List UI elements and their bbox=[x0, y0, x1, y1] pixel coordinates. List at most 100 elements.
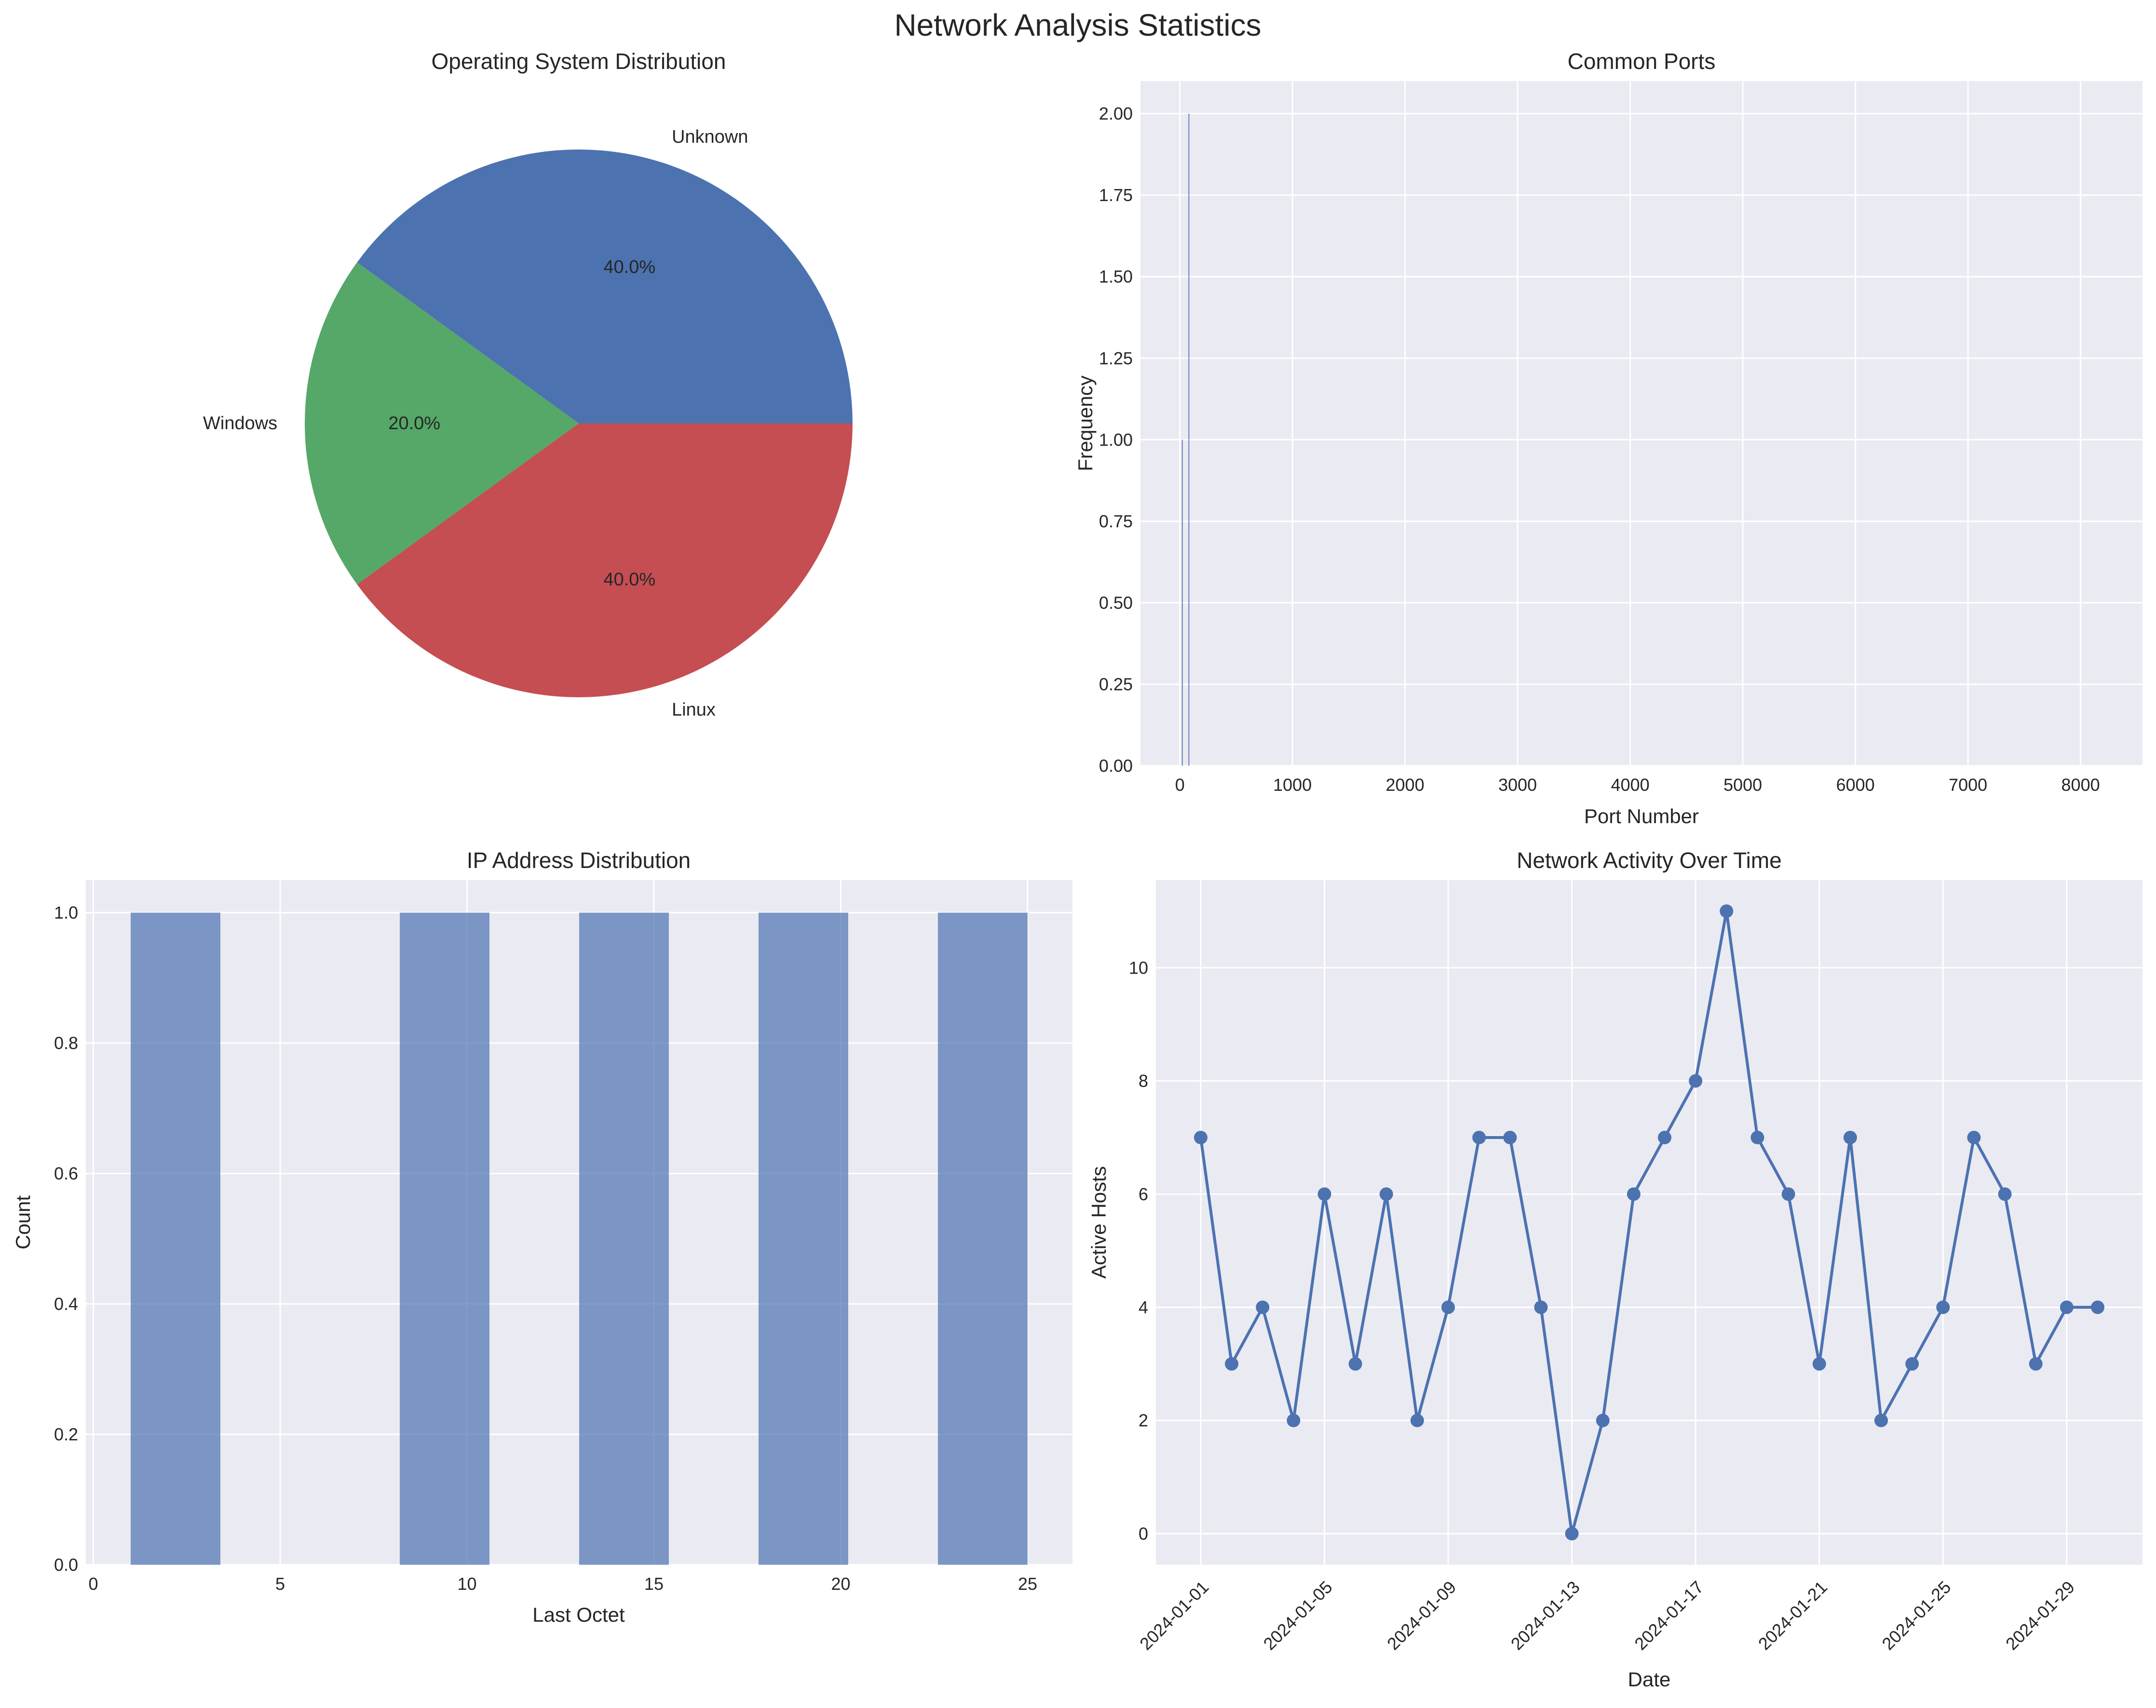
pie-label-linux: Linux bbox=[672, 700, 716, 720]
activity-line bbox=[1199, 909, 2098, 1535]
activity-point bbox=[1379, 1187, 1393, 1201]
activity-y-tick-label: 2 bbox=[1139, 1410, 1148, 1430]
activity-point bbox=[2060, 1301, 2074, 1315]
ip-bar bbox=[579, 912, 669, 1565]
ports-plot-background bbox=[1140, 81, 2142, 766]
activity-point bbox=[1565, 1527, 1579, 1541]
ip-x-tick-label: 10 bbox=[457, 1574, 476, 1594]
ports-y-tick-label: 0.50 bbox=[1099, 593, 1133, 612]
ip-x-tick-label: 5 bbox=[275, 1574, 285, 1594]
activity-point bbox=[2029, 1357, 2043, 1371]
ip-y-tick-label: 0.0 bbox=[54, 1555, 78, 1575]
pie-pct-unknown: 40.0% bbox=[603, 257, 655, 277]
pie-slice-unknown bbox=[357, 149, 853, 424]
ports-bars bbox=[1181, 113, 1190, 766]
activity-point bbox=[1287, 1413, 1301, 1427]
ip-distribution-chart: 0 5 10 15 20 25 0.0 0.2 0.4 0.6 0.8 1.0 IP Address… bbox=[12, 848, 1072, 1626]
activity-title: Network Activity Over Time bbox=[1517, 848, 1782, 873]
ip-y-axis-label: Count bbox=[12, 1195, 34, 1249]
ports-x-tick-label: 2000 bbox=[1386, 775, 1424, 795]
ip-y-tick-label: 0.6 bbox=[54, 1164, 78, 1183]
ip-y-tick-label: 0.2 bbox=[54, 1424, 78, 1444]
ip-x-tick-labels: 0 5 10 15 20 25 bbox=[88, 1574, 1037, 1594]
ports-x-tick-label: 3000 bbox=[1498, 775, 1537, 795]
activity-point bbox=[1874, 1413, 1888, 1427]
ports-x-tick-label: 5000 bbox=[1723, 775, 1762, 795]
ip-bar bbox=[759, 912, 848, 1565]
activity-point bbox=[1256, 1301, 1270, 1315]
activity-y-tick-label: 6 bbox=[1139, 1184, 1148, 1204]
common-ports-chart: 0 1000 2000 3000 4000 5000 6000 7000 8000 0.00 0.… bbox=[1074, 49, 2142, 827]
ip-title: IP Address Distribution bbox=[467, 848, 691, 873]
ports-x-tick-label: 6000 bbox=[1836, 775, 1875, 795]
ip-bar bbox=[938, 912, 1028, 1565]
ip-x-tick-label: 20 bbox=[831, 1574, 850, 1594]
ip-x-axis-label: Last Octet bbox=[532, 1603, 625, 1626]
activity-point bbox=[1781, 1187, 1795, 1201]
ip-bar bbox=[131, 912, 220, 1565]
network-activity-chart: 2024-01-01 2024-01-05 2024-01-09 2024-01-13… bbox=[1087, 848, 2142, 1691]
pie-slice-windows bbox=[304, 262, 579, 584]
ports-y-tick-label: 1.25 bbox=[1099, 348, 1133, 368]
pie-label-unknown: Unknown bbox=[672, 127, 748, 147]
ports-y-tick-label: 2.00 bbox=[1099, 104, 1133, 123]
activity-point bbox=[1936, 1301, 1950, 1315]
activity-y-tick-label: 0 bbox=[1139, 1524, 1148, 1544]
ports-y-tick-labels: 0.00 0.25 0.50 0.75 1.00 1.25 1.50 1.75 2.00 bbox=[1099, 104, 1133, 775]
activity-point bbox=[1967, 1130, 1981, 1144]
ports-x-tick-label: 0 bbox=[1175, 775, 1185, 795]
activity-point bbox=[2091, 1301, 2104, 1315]
ports-y-tick-label: 1.50 bbox=[1099, 267, 1133, 286]
ip-y-tick-label: 0.8 bbox=[54, 1033, 78, 1053]
pie-label-windows: Windows bbox=[203, 413, 277, 434]
pie-slice-linux bbox=[357, 423, 853, 698]
ports-x-tick-labels: 0 1000 2000 3000 4000 5000 6000 7000 8000 bbox=[1175, 775, 2100, 795]
activity-point bbox=[1750, 1130, 1764, 1144]
activity-point bbox=[1348, 1357, 1362, 1371]
ip-y-tick-labels: 0.0 0.2 0.4 0.6 0.8 1.0 bbox=[54, 903, 78, 1574]
ports-y-axis-label: Frequency bbox=[1074, 376, 1097, 471]
ports-x-tick-label: 1000 bbox=[1273, 775, 1312, 795]
ports-x-tick-label: 4000 bbox=[1611, 775, 1650, 795]
ports-y-tick-label: 1.75 bbox=[1099, 185, 1133, 205]
activity-point bbox=[1472, 1130, 1486, 1144]
activity-y-tick-label: 10 bbox=[1129, 958, 1148, 977]
activity-point bbox=[1812, 1357, 1826, 1371]
ports-y-tick-label: 1.00 bbox=[1099, 430, 1133, 449]
ip-x-tick-label: 0 bbox=[88, 1574, 98, 1594]
pie-pct-linux: 40.0% bbox=[603, 569, 655, 590]
pie-labels: Unknown 40.0% Windows 20.0% Linux 40.0% bbox=[203, 127, 748, 720]
pie-pct-windows: 20.0% bbox=[388, 413, 440, 434]
activity-point bbox=[1441, 1301, 1455, 1315]
activity-plot-background bbox=[1156, 880, 2142, 1565]
activity-point bbox=[1225, 1357, 1239, 1371]
ip-x-tick-label: 25 bbox=[1018, 1574, 1037, 1594]
activity-point bbox=[1720, 904, 1734, 918]
activity-point bbox=[1317, 1187, 1331, 1201]
activity-point bbox=[1627, 1187, 1641, 1201]
activity-point bbox=[1905, 1357, 1919, 1371]
ports-x-tick-label: 7000 bbox=[1949, 775, 1987, 795]
ports-y-tick-label: 0.25 bbox=[1099, 674, 1133, 694]
ports-gridlines bbox=[1140, 81, 2142, 767]
activity-point bbox=[1534, 1301, 1548, 1315]
activity-point bbox=[1596, 1413, 1610, 1427]
activity-point bbox=[1843, 1130, 1857, 1144]
activity-y-tick-labels: 0 2 4 6 8 10 bbox=[1129, 958, 1148, 1544]
activity-y-tick-label: 8 bbox=[1139, 1071, 1148, 1091]
ports-y-tick-label: 0.00 bbox=[1099, 756, 1133, 776]
activity-point bbox=[1410, 1413, 1424, 1427]
ip-y-tick-label: 1.0 bbox=[54, 903, 78, 922]
pie-slices bbox=[304, 149, 853, 698]
activity-y-axis-label: Active Hosts bbox=[1087, 1166, 1110, 1278]
figure-title: Network Analysis Statistics bbox=[894, 8, 1261, 42]
activity-line-series bbox=[1194, 904, 2104, 1541]
ports-title: Common Ports bbox=[1568, 49, 1716, 74]
ports-x-tick-label: 8000 bbox=[2061, 775, 2100, 795]
activity-point bbox=[1998, 1187, 2012, 1201]
activity-y-tick-label: 4 bbox=[1139, 1298, 1148, 1317]
activity-point bbox=[1689, 1074, 1703, 1088]
activity-point bbox=[1194, 1130, 1207, 1144]
ip-bars bbox=[131, 912, 1028, 1565]
